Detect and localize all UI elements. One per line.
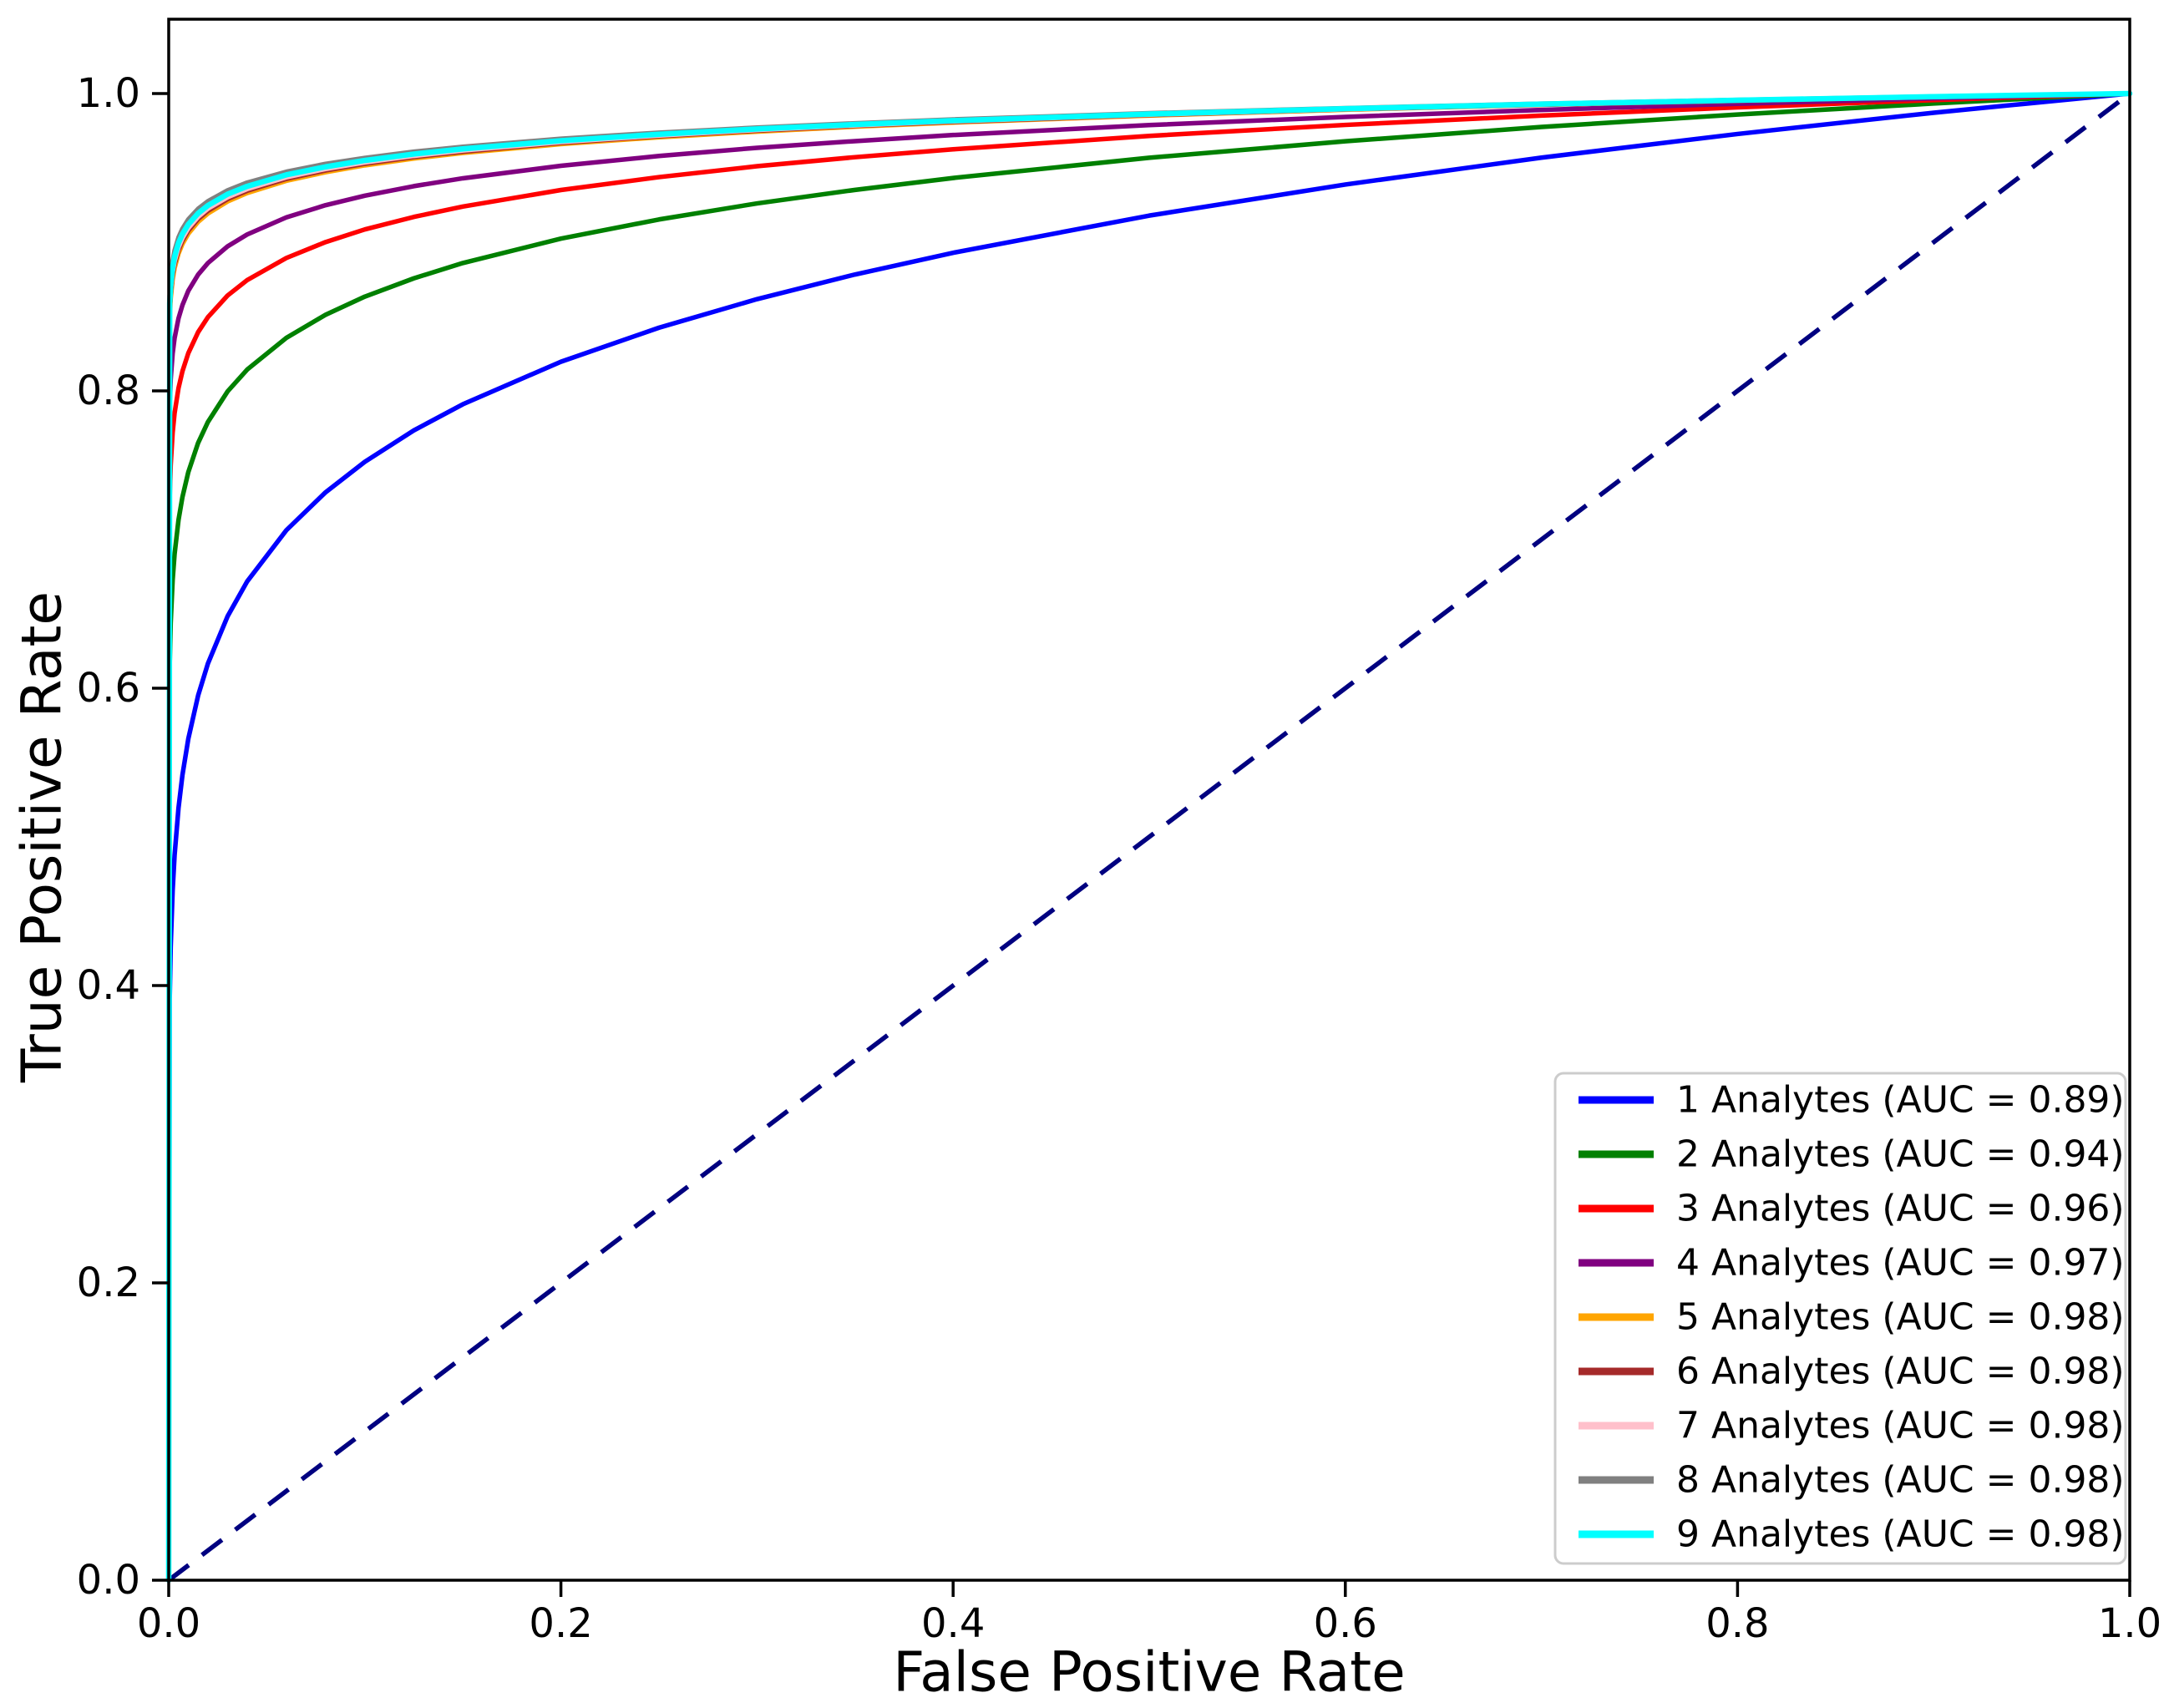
legend-label-9-analytes: 9 Analytes (AUC = 0.98) (1676, 1513, 2125, 1556)
roc-curve-1-analytes (166, 91, 2132, 1583)
x-tick-label: 0.0 (137, 1600, 200, 1647)
x-tick-label: 0.4 (921, 1600, 985, 1647)
legend-label-5-analytes: 5 Analytes (AUC = 0.98) (1676, 1296, 2125, 1339)
roc-curve-4-analytes (166, 91, 2132, 1583)
y-tick-label: 1.0 (77, 70, 140, 117)
y-tick-label: 0.2 (77, 1259, 140, 1306)
legend-label-4-analytes: 4 Analytes (AUC = 0.97) (1676, 1242, 2125, 1285)
legend-label-1-analytes: 1 Analytes (AUC = 0.89) (1676, 1079, 2125, 1122)
legend-label-7-analytes: 7 Analytes (AUC = 0.98) (1676, 1405, 2125, 1447)
roc-curves-group (165, 90, 2133, 1584)
roc-curve-9-analytes (165, 90, 2133, 1584)
legend-label-2-analytes: 2 Analytes (AUC = 0.94) (1676, 1133, 2125, 1176)
legend-label-3-analytes: 3 Analytes (AUC = 0.96) (1676, 1188, 2125, 1230)
plot-border (167, 18, 2131, 1582)
x-axis-ticks: 0.0 0.2 0.4 0.6 0.8 1.0 (137, 1580, 2161, 1647)
x-tick-label: 1.0 (2098, 1600, 2161, 1647)
y-tick-label: 0.8 (77, 367, 140, 414)
y-axis-label: True Positive Rate (10, 591, 74, 1083)
y-tick-label: 0.6 (77, 665, 140, 712)
y-axis-ticks: 0.0 0.2 0.4 0.6 0.8 1.0 (77, 70, 169, 1604)
x-tick-label: 0.8 (1705, 1600, 1769, 1647)
legend-label-8-analytes: 8 Analytes (AUC = 0.98) (1676, 1459, 2125, 1502)
x-tick-label: 0.2 (529, 1600, 592, 1647)
chance-diagonal-line (167, 91, 2131, 1583)
y-tick-label: 0.4 (77, 962, 140, 1009)
roc-curve-3-analytes (166, 91, 2132, 1583)
legend-box (1553, 1072, 2127, 1565)
y-tick-label: 0.0 (77, 1557, 140, 1604)
reference-diagonal-group (167, 91, 2131, 1583)
x-tick-label: 0.6 (1314, 1600, 1377, 1647)
x-axis-label: False Positive Rate (893, 1640, 1405, 1705)
legend: 1 Analytes (AUC = 0.89) 2 Analytes (AUC =… (1553, 1072, 2127, 1565)
legend-label-6-analytes: 6 Analytes (AUC = 0.98) (1676, 1351, 2125, 1393)
roc-curve-2-analytes (166, 91, 2132, 1583)
